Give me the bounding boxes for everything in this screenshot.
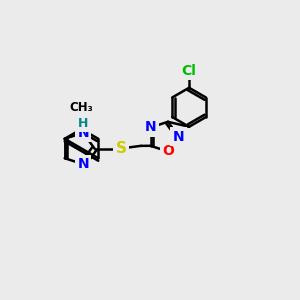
Text: N: N: [77, 126, 89, 140]
Text: CH₃: CH₃: [70, 101, 93, 115]
Text: S: S: [116, 141, 126, 156]
Text: O: O: [162, 145, 174, 158]
Text: H: H: [78, 117, 88, 130]
Text: Cl: Cl: [182, 64, 196, 78]
Text: N: N: [173, 130, 184, 144]
Text: N: N: [77, 157, 89, 171]
Text: N: N: [145, 121, 156, 134]
